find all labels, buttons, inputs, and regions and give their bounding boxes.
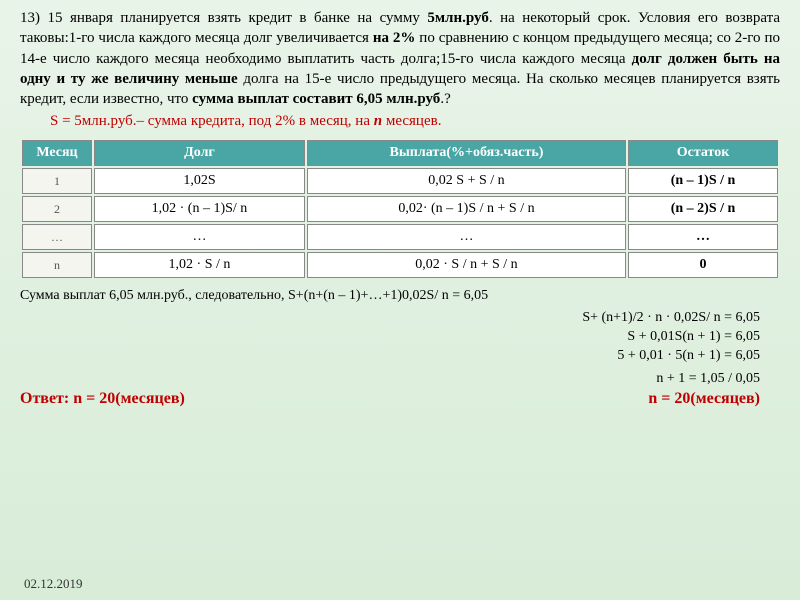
cell: 0,02 · S / n + S / n <box>307 252 626 278</box>
answer-left: Ответ: n = 20(месяцев) <box>20 390 185 408</box>
cell: … <box>628 224 778 250</box>
cell: 1,02 · (n – 1)S/ n <box>94 196 305 222</box>
problem-number: 13) <box>20 10 40 26</box>
th-payment: Выплата(%+обяз.часть) <box>307 140 626 166</box>
table-row: n 1,02 · S / n 0,02 · S / n + S / n 0 <box>22 252 778 278</box>
table-row: 2 1,02 · (n – 1)S/ n 0,02· (n – 1)S / n … <box>22 196 778 222</box>
cell: … <box>22 224 92 250</box>
slide-date: 02.12.2019 <box>24 576 83 592</box>
equation-line: S + 0,01S(n + 1) = 6,05 <box>20 329 780 345</box>
cell: 0 <box>628 252 778 278</box>
equation-line: n + 1 = 1,05 / 0,05 <box>648 371 780 387</box>
cell: 1,02S <box>94 168 305 194</box>
equation-line: 5 + 0,01 · 5(n + 1) = 6,05 <box>20 348 780 364</box>
cell: … <box>94 224 305 250</box>
equation-line: S+ (n+1)/2 · n · 0,02S/ n = 6,05 <box>20 310 780 326</box>
problem-p5: .? <box>440 91 450 107</box>
sum-payments-text: Сумма выплат 6,05 млн.руб., следовательн… <box>20 288 780 304</box>
cell: 0,02 S + S / n <box>307 168 626 194</box>
cell: n <box>22 252 92 278</box>
table-row: 1 1,02S 0,02 S + S / n (n – 1)S / n <box>22 168 778 194</box>
solution-intro-n: n <box>374 113 382 129</box>
cell: … <box>307 224 626 250</box>
answer-right: n = 20(месяцев) <box>648 390 780 408</box>
table-header-row: Месяц Долг Выплата(%+обяз.часть) Остаток <box>22 140 778 166</box>
solution-intro-pre: S = 5млн.руб.– сумма кредита, под 2% в м… <box>50 113 374 129</box>
payment-table: Месяц Долг Выплата(%+обяз.часть) Остаток… <box>20 138 780 280</box>
th-remainder: Остаток <box>628 140 778 166</box>
th-month: Месяц <box>22 140 92 166</box>
cell: (n – 1)S / n <box>628 168 778 194</box>
cell: 1 <box>22 168 92 194</box>
cell: (n – 2)S / n <box>628 196 778 222</box>
cell: 1,02 · S / n <box>94 252 305 278</box>
solution-intro-post: месяцев. <box>382 113 441 129</box>
problem-p1: 15 января планируется взять кредит в бан… <box>40 10 427 26</box>
cell: 0,02· (n – 1)S / n + S / n <box>307 196 626 222</box>
problem-bold4: сумма выплат составит 6,05 млн.руб <box>192 91 440 107</box>
solution-intro: S = 5млн.руб.– сумма кредита, под 2% в м… <box>20 113 780 130</box>
problem-bold2: на 2% <box>373 30 416 46</box>
cell: 2 <box>22 196 92 222</box>
problem-statement: 13) 15 января планируется взять кредит в… <box>20 8 780 109</box>
problem-bold1: 5млн.руб <box>427 10 488 26</box>
th-debt: Долг <box>94 140 305 166</box>
table-row: … … … … <box>22 224 778 250</box>
